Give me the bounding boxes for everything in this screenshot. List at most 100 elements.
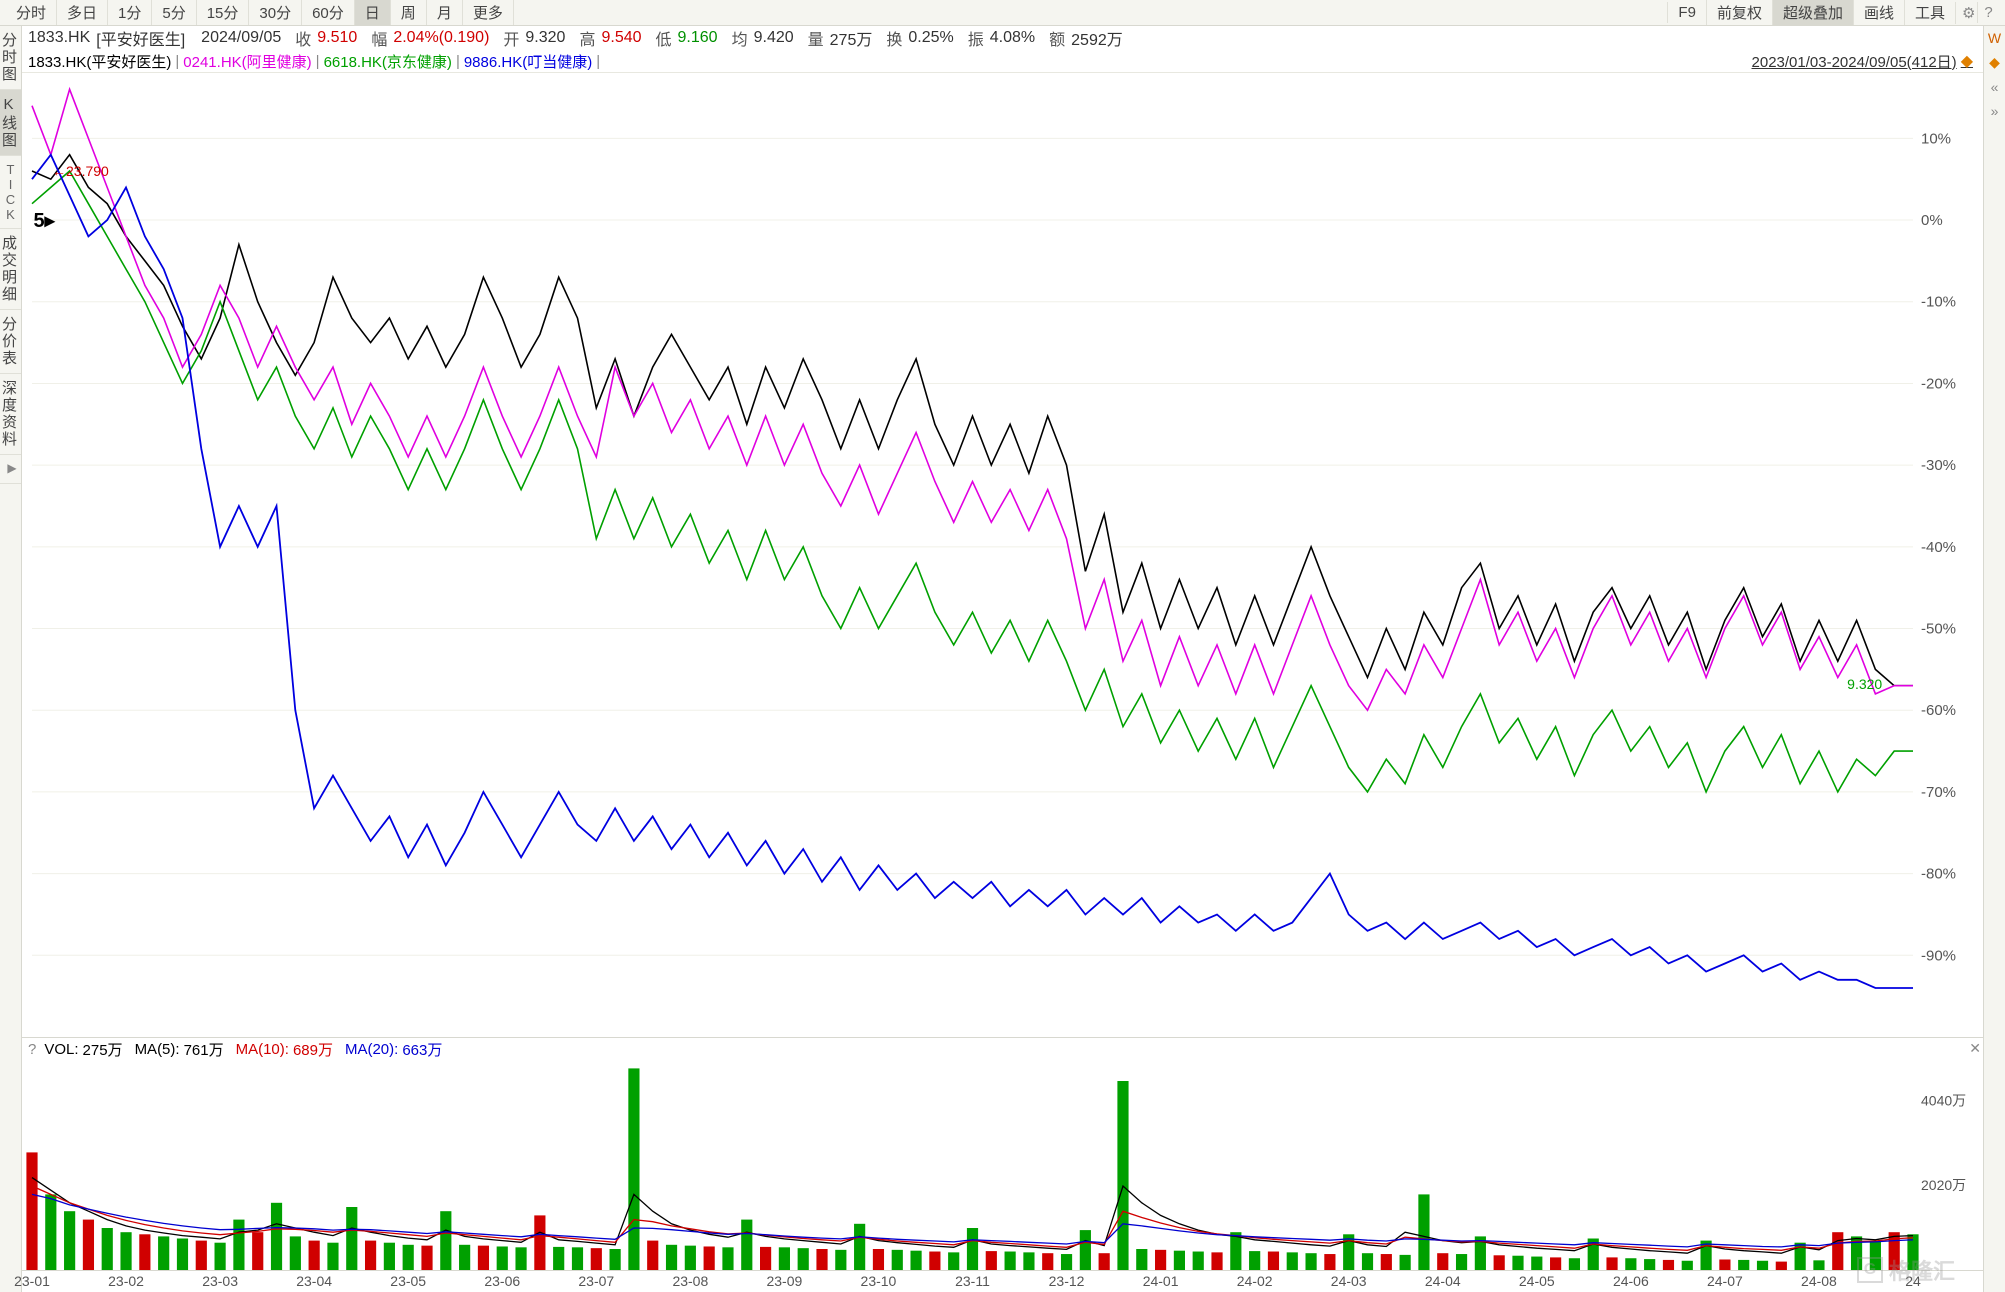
close-label: 收 (295, 26, 311, 50)
end-price-annotation: 9.320 (1847, 676, 1882, 692)
xaxis-tick: 24-03 (1331, 1273, 1367, 1289)
watermark-text: 格隆汇 (1889, 1254, 1955, 1286)
legend-series[interactable]: 1833.HK(平安好医生) (28, 51, 171, 72)
svg-text:-50%: -50% (1921, 621, 1956, 638)
svg-text:2020万: 2020万 (1921, 1177, 1966, 1193)
legend-bar: 1833.HK(平安好医生) | 0241.HK(阿里健康) | 6618.HK… (22, 50, 1983, 72)
close-value: 9.510 (317, 29, 357, 47)
svg-text:10%: 10% (1921, 130, 1951, 147)
timeframe-fs-button[interactable]: 分时 (6, 0, 57, 25)
xaxis-tick: 24-05 (1519, 1273, 1555, 1289)
timeframe-5m-button[interactable]: 5分 (152, 0, 196, 25)
svg-text:4040万: 4040万 (1921, 1092, 1966, 1108)
timeframe-d-button[interactable]: 日 (355, 0, 391, 25)
right-orange-icon[interactable]: ◆ (1989, 50, 2000, 75)
tool-fq-button[interactable]: 前复权 (1706, 0, 1772, 25)
xaxis-tick: 23-12 (1049, 1273, 1085, 1289)
change-label: 幅 (371, 26, 387, 50)
price-chart[interactable]: 10%0%-10%-20%-30%-40%-50%-60%-70%-80%-90… (22, 72, 1983, 1037)
xaxis-tick: 24-04 (1425, 1273, 1461, 1289)
volume-panel: ✕ ? VOL: 275万 MA(5): 761万 MA(10): 689万 M… (22, 1037, 1983, 1292)
legend-series[interactable]: 0241.HK(阿里健康) (183, 51, 311, 72)
vol-value: 275万 (83, 1039, 123, 1060)
tool-overlay-button[interactable]: 超级叠加 (1772, 0, 1853, 25)
quote-info-bar: 1833.HK [平安好医生] 2024/09/05 收 9.510 幅 2.04… (22, 26, 1983, 50)
right-word-icon[interactable]: W (1988, 26, 2001, 50)
tool-draw-button[interactable]: 画线 (1853, 0, 1904, 25)
svg-text:-70%: -70% (1921, 784, 1956, 801)
xaxis-tick: 23-09 (766, 1273, 802, 1289)
stock-code: 1833.HK (28, 29, 90, 47)
low-value: 9.160 (678, 29, 718, 47)
timeframe-more-button[interactable]: 更多 (463, 0, 514, 25)
tool-f9-button[interactable]: F9 (1667, 2, 1706, 23)
sidebar-fs[interactable]: 分时图 (0, 26, 21, 90)
ma10-label: MA(10): (236, 1041, 289, 1058)
toolbar-left: 分时多日1分5分15分30分60分日周月更多 (6, 0, 514, 25)
svg-text:-90%: -90% (1921, 947, 1956, 964)
toolbar-right: F9前复权超级叠加画线工具⚙? (1667, 0, 1999, 25)
change-value: 2.04%(0.190) (393, 29, 489, 47)
turn-value: 0.25% (908, 29, 953, 47)
vol-value: 275万 (830, 26, 873, 50)
timeframe-15m-button[interactable]: 15分 (197, 0, 250, 25)
svg-text:-80%: -80% (1921, 866, 1956, 883)
legend-series[interactable]: 6618.HK(京东健康) (324, 51, 452, 72)
xaxis-tick: 23-03 (202, 1273, 238, 1289)
vol-question-icon[interactable]: ? (28, 1041, 36, 1058)
tool-tool-button[interactable]: 工具 (1904, 0, 1955, 25)
xaxis-tick: 24-08 (1801, 1273, 1837, 1289)
quote-date: 2024/09/05 (201, 29, 281, 47)
sidebar-depth[interactable]: 深度资料 (0, 374, 21, 455)
indicator-icon[interactable]: ◆ (1961, 51, 1973, 71)
right-left-icon[interactable]: « (1991, 75, 1999, 99)
watermark: G 格隆汇 (1857, 1254, 1955, 1286)
right-right-icon[interactable]: » (1991, 99, 1999, 123)
xaxis-tick: 23-11 (955, 1273, 990, 1289)
date-range[interactable]: 2023/01/03-2024/09/05(412日) (1752, 51, 1957, 72)
legend-separator: | (456, 53, 460, 70)
xaxis-tick: 24-02 (1237, 1273, 1273, 1289)
timeframe-w-button[interactable]: 周 (391, 0, 427, 25)
ma5-label: MA(5): (135, 1041, 180, 1058)
amp-value: 4.08% (990, 29, 1035, 47)
xaxis-tick: 24-06 (1613, 1273, 1649, 1289)
xaxis-tick: 23-05 (390, 1273, 426, 1289)
low-label: 低 (656, 26, 672, 50)
avg-value: 9.420 (754, 29, 794, 47)
open-value: 9.320 (525, 29, 565, 47)
sidebar-price[interactable]: 分价表 (0, 310, 21, 374)
sidebar-kline[interactable]: K线图 (0, 90, 21, 156)
volume-chart[interactable]: 4040万 2020万 (22, 1060, 1983, 1270)
xaxis-tick: 23-06 (484, 1273, 520, 1289)
sidebar-deal[interactable]: 成交明细 (0, 229, 21, 310)
legend-separator: | (175, 53, 179, 70)
xaxis-tick: 23-01 (14, 1273, 50, 1289)
high-label: 高 (579, 26, 595, 50)
left-sidebar: 分时图K线图TICK成交明细分价表深度资料▶ (0, 26, 22, 1292)
close-panel-icon[interactable]: ✕ (1969, 1040, 1981, 1057)
stock-name: [平安好医生] (96, 26, 185, 50)
timeframe-mo-button[interactable]: 月 (427, 0, 463, 25)
sidebar-tick[interactable]: TICK (0, 156, 21, 229)
timeframe-1m-button[interactable]: 1分 (108, 0, 152, 25)
amp-label: 振 (968, 26, 984, 50)
x-axis: 23-0123-0223-0323-0423-0523-0623-0723-08… (22, 1270, 1983, 1292)
timeframe-dr-button[interactable]: 多日 (57, 0, 108, 25)
legend-separator: | (596, 53, 600, 70)
legend-separator: | (316, 53, 320, 70)
svg-text:-20%: -20% (1921, 375, 1956, 392)
top-toolbar: 分时多日1分5分15分30分60分日周月更多 F9前复权超级叠加画线工具⚙? (0, 0, 2005, 26)
svg-text:-40%: -40% (1921, 539, 1956, 556)
ma10-value: 689万 (293, 1039, 333, 1060)
watermark-logo-icon: G (1857, 1257, 1883, 1283)
timeframe-60m-button[interactable]: 60分 (302, 0, 355, 25)
legend-series[interactable]: 9886.HK(叮当健康) (464, 51, 592, 72)
settings-icon[interactable]: ⚙ (1955, 2, 1977, 24)
timeframe-30m-button[interactable]: 30分 (249, 0, 302, 25)
svg-text:-60%: -60% (1921, 702, 1956, 719)
help-icon[interactable]: ? (1977, 2, 1999, 23)
sidebar-expand[interactable]: ▶ (0, 455, 21, 484)
kline-count-marker: 5▸ (34, 208, 55, 233)
xaxis-tick: 24-07 (1707, 1273, 1743, 1289)
